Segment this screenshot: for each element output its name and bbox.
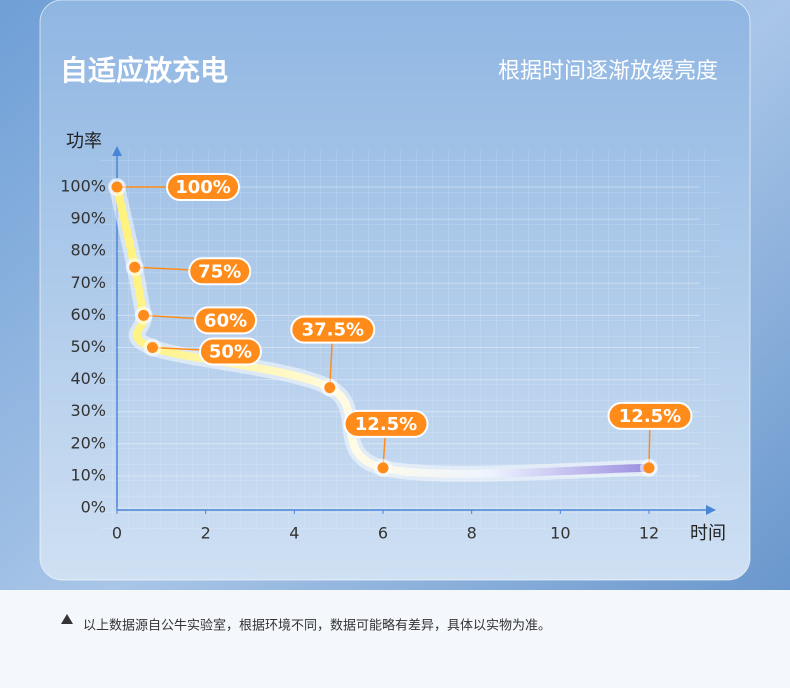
plot: 0% 10% 20% 30% 40% 50% 60% 70% 80% 90% 100% 0 2 4 6 8 10… — [60, 173, 700, 543]
x-tick-label: 12 — [639, 524, 659, 543]
y-tick-label: 20% — [70, 433, 106, 452]
label-pill — [166, 173, 240, 201]
point — [377, 462, 389, 474]
y-tick-label: 50% — [70, 337, 106, 356]
chart-subtitle: 根据时间逐渐放缓亮度 — [498, 59, 718, 84]
point — [138, 309, 150, 321]
data-label: 37.5% — [302, 320, 364, 341]
y-tick-label: 0% — [81, 498, 106, 517]
x-tick-label: 0 — [112, 524, 122, 543]
data-label: 100% — [175, 177, 231, 198]
label-pill — [607, 401, 693, 430]
x-axis-title: 时间 — [690, 523, 726, 544]
y-tick-label: 60% — [70, 305, 106, 324]
data-label: 12.5% — [619, 406, 681, 427]
warning-icon — [61, 614, 73, 624]
y-axis-arrow — [112, 146, 122, 156]
label-pill — [290, 315, 376, 344]
y-tick-label: 100% — [60, 177, 106, 196]
point — [129, 261, 141, 273]
label-pill — [194, 306, 258, 335]
x-tick-label: 8 — [467, 524, 477, 543]
data-label: 50% — [209, 342, 252, 363]
data-label: 75% — [198, 261, 241, 282]
point — [111, 181, 123, 193]
y-tick-label: 70% — [70, 273, 106, 292]
data-label: 12.5% — [355, 414, 417, 435]
x-tick-label: 4 — [289, 524, 299, 543]
label-pill — [343, 409, 429, 438]
footer-bg — [0, 590, 790, 688]
point — [146, 342, 158, 353]
y-tick-label: 40% — [70, 369, 106, 388]
chart-title: 自适应放充电 — [60, 54, 228, 87]
y-tick-label: 80% — [70, 241, 106, 260]
x-tick-label: 10 — [550, 524, 570, 543]
x-tick-label: 6 — [378, 524, 388, 543]
point — [643, 462, 655, 474]
label-pill — [188, 257, 252, 286]
y-tick-label: 30% — [70, 401, 106, 420]
x-axis-arrow — [706, 505, 716, 515]
data-label: 60% — [204, 310, 247, 331]
footnote: 以上数据源自公牛实验室，根据环境不同，数据可能略有差异，具体以实物为准。 — [83, 618, 551, 634]
point — [324, 382, 336, 394]
y-tick-label: 90% — [70, 209, 106, 228]
label-pill — [198, 337, 262, 366]
x-tick-label: 2 — [201, 524, 211, 543]
y-axis-title: 功率 — [66, 131, 102, 152]
y-tick-label: 10% — [70, 465, 106, 484]
